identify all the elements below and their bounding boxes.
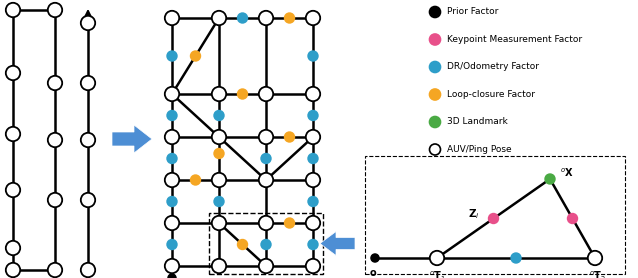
Circle shape xyxy=(6,66,20,80)
Circle shape xyxy=(429,6,440,18)
Circle shape xyxy=(285,132,294,142)
Circle shape xyxy=(588,251,602,265)
Text: Keypoint Measurement Factor: Keypoint Measurement Factor xyxy=(447,35,582,44)
Circle shape xyxy=(261,154,271,163)
Circle shape xyxy=(429,61,440,73)
Circle shape xyxy=(429,144,440,155)
Circle shape xyxy=(191,175,200,185)
Text: $^{o}\mathbf{T}_2$: $^{o}\mathbf{T}_2$ xyxy=(589,270,605,278)
Circle shape xyxy=(167,154,177,163)
Circle shape xyxy=(238,13,248,23)
Circle shape xyxy=(306,11,320,25)
Circle shape xyxy=(430,251,444,265)
Circle shape xyxy=(165,130,179,144)
Circle shape xyxy=(165,259,179,273)
Circle shape xyxy=(6,241,20,255)
Circle shape xyxy=(81,76,95,90)
Circle shape xyxy=(308,111,318,120)
Circle shape xyxy=(429,34,440,45)
Circle shape xyxy=(167,111,177,120)
Circle shape xyxy=(165,216,179,230)
Circle shape xyxy=(48,263,62,277)
Circle shape xyxy=(165,11,179,25)
Circle shape xyxy=(81,133,95,147)
Circle shape xyxy=(212,173,226,187)
Text: Prior Factor: Prior Factor xyxy=(447,8,498,16)
Text: $\mathbf{Z}_i$: $\mathbf{Z}_i$ xyxy=(468,208,480,221)
Circle shape xyxy=(81,193,95,207)
Circle shape xyxy=(259,259,273,273)
Circle shape xyxy=(212,11,226,25)
Polygon shape xyxy=(320,232,355,255)
Circle shape xyxy=(259,130,273,144)
Bar xyxy=(209,213,323,274)
Circle shape xyxy=(371,254,379,262)
Circle shape xyxy=(48,133,62,147)
Circle shape xyxy=(48,76,62,90)
Circle shape xyxy=(238,240,248,249)
Circle shape xyxy=(511,253,521,263)
Circle shape xyxy=(238,89,248,99)
Circle shape xyxy=(308,51,318,61)
Circle shape xyxy=(81,16,95,30)
Circle shape xyxy=(489,214,498,223)
Circle shape xyxy=(259,173,273,187)
Circle shape xyxy=(306,173,320,187)
Circle shape xyxy=(81,263,95,277)
Circle shape xyxy=(306,87,320,101)
Circle shape xyxy=(259,87,273,101)
Circle shape xyxy=(285,13,294,23)
Circle shape xyxy=(168,274,176,278)
Circle shape xyxy=(568,214,577,223)
Circle shape xyxy=(212,130,226,144)
Text: $^{o}\mathbf{T}_1$: $^{o}\mathbf{T}_1$ xyxy=(429,270,445,278)
Circle shape xyxy=(6,3,20,17)
Circle shape xyxy=(191,51,200,61)
Circle shape xyxy=(6,127,20,141)
Circle shape xyxy=(259,11,273,25)
Circle shape xyxy=(214,111,224,120)
Circle shape xyxy=(212,216,226,230)
Text: AUV/Ping Pose: AUV/Ping Pose xyxy=(447,145,512,154)
Text: $\mathbf{o}$: $\mathbf{o}$ xyxy=(369,268,377,278)
Circle shape xyxy=(306,259,320,273)
Circle shape xyxy=(167,240,177,249)
Circle shape xyxy=(48,3,62,17)
Circle shape xyxy=(167,51,177,61)
Circle shape xyxy=(165,173,179,187)
Circle shape xyxy=(306,130,320,144)
Circle shape xyxy=(6,263,20,277)
Polygon shape xyxy=(112,125,152,153)
Circle shape xyxy=(214,197,224,206)
Bar xyxy=(365,156,625,274)
Circle shape xyxy=(212,259,226,273)
Circle shape xyxy=(214,149,224,158)
Circle shape xyxy=(285,218,294,228)
Text: $^{o}\mathbf{X}$: $^{o}\mathbf{X}$ xyxy=(560,167,574,179)
Circle shape xyxy=(429,116,440,128)
Circle shape xyxy=(261,240,271,249)
Text: Loop-closure Factor: Loop-closure Factor xyxy=(447,90,535,99)
Circle shape xyxy=(308,154,318,163)
Circle shape xyxy=(308,240,318,249)
Circle shape xyxy=(429,89,440,100)
Circle shape xyxy=(308,197,318,206)
Circle shape xyxy=(212,87,226,101)
Circle shape xyxy=(6,183,20,197)
Circle shape xyxy=(48,193,62,207)
Circle shape xyxy=(165,87,179,101)
Circle shape xyxy=(306,216,320,230)
Circle shape xyxy=(167,197,177,206)
Text: DR/Odometry Factor: DR/Odometry Factor xyxy=(447,63,539,71)
Circle shape xyxy=(545,174,555,184)
Text: 3D Landmark: 3D Landmark xyxy=(447,118,508,126)
Circle shape xyxy=(259,216,273,230)
